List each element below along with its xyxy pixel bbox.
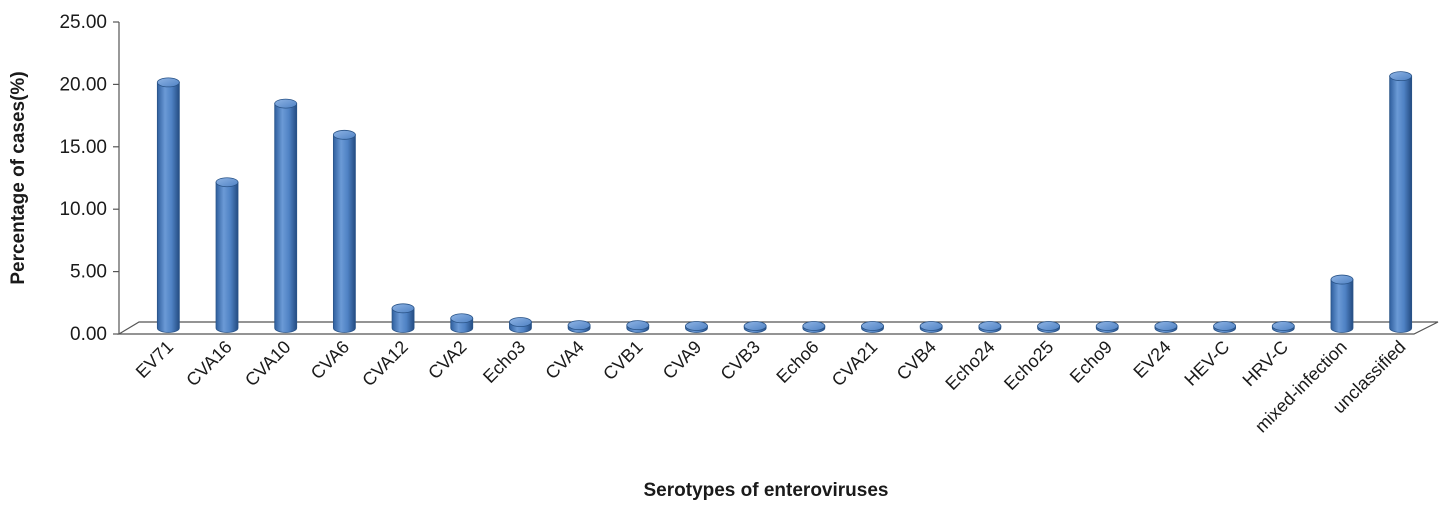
y-tick-label: 5.00 — [70, 262, 107, 283]
bar-top — [978, 321, 1002, 331]
bar-body — [274, 103, 298, 333]
x-tick-label: Echo25 — [1000, 337, 1057, 394]
bar — [391, 303, 415, 333]
bar-top — [1037, 321, 1060, 331]
x-tick-label: CVA9 — [659, 337, 705, 383]
bar — [1271, 321, 1295, 333]
bar — [685, 321, 708, 333]
x-tick-label: CVA16 — [182, 337, 236, 391]
bar-body — [332, 134, 356, 333]
x-tick-label: HRV-C — [1239, 337, 1293, 391]
bar-top — [1154, 321, 1178, 331]
bar — [743, 321, 767, 333]
bar — [978, 321, 1002, 333]
y-tick-label: 25.00 — [59, 12, 107, 33]
x-tick-label: CVA4 — [541, 337, 587, 383]
bar — [450, 313, 474, 333]
x-tick-label: Echo3 — [479, 337, 529, 387]
bar-top — [332, 129, 356, 140]
bar — [861, 321, 884, 333]
bar-body — [215, 181, 239, 333]
y-axis-title: Percentage of cases(%) — [8, 71, 29, 284]
bar — [156, 77, 180, 333]
bar — [1037, 321, 1060, 333]
bar — [1389, 71, 1413, 333]
bar — [332, 129, 356, 333]
x-tick-label: Echo9 — [1066, 337, 1116, 387]
bar-top — [274, 98, 298, 109]
chart-floor — [116, 321, 1439, 335]
x-tick-label: CVA2 — [424, 337, 470, 383]
bar — [509, 317, 532, 333]
bar — [1154, 321, 1178, 333]
bar — [1330, 274, 1354, 333]
bar-top — [509, 317, 532, 327]
bar — [215, 177, 239, 333]
x-tick-label: CVB3 — [717, 337, 764, 384]
bar-top — [450, 313, 474, 324]
bar — [1095, 321, 1119, 333]
bar — [274, 98, 298, 333]
bar-top — [215, 177, 239, 188]
bar — [1213, 321, 1237, 333]
x-tick-label: Echo6 — [772, 337, 822, 387]
bar-top — [685, 321, 708, 331]
bar-body — [1330, 279, 1354, 333]
x-tick-label: CVB1 — [599, 337, 646, 384]
bar-top — [1095, 321, 1119, 331]
bar — [802, 321, 826, 333]
x-tick-label: CVB4 — [893, 337, 940, 384]
bar-top — [743, 321, 767, 331]
x-tick-label: CVA21 — [828, 337, 882, 391]
bar-body — [1389, 75, 1413, 333]
bar-body — [391, 307, 415, 333]
bar-top — [156, 77, 180, 88]
y-tick-label: 0.00 — [70, 324, 107, 345]
x-tick-label: CVA12 — [358, 337, 412, 391]
y-tick-label: 20.00 — [59, 74, 107, 95]
x-axis-title: Serotypes of enteroviruses — [644, 480, 889, 501]
y-tick-label: 15.00 — [59, 137, 107, 158]
bar — [919, 321, 943, 333]
x-tick-label: HEV-C — [1180, 337, 1233, 390]
x-tick-label: Echo24 — [941, 337, 998, 394]
bar-body — [156, 82, 180, 333]
bar-top — [1271, 321, 1295, 331]
bar — [626, 320, 650, 333]
bar-top — [626, 320, 650, 331]
x-tick-label: CVA10 — [241, 337, 295, 391]
y-tick-label: 10.00 — [59, 199, 107, 220]
x-tick-label: CVA6 — [307, 337, 353, 383]
bar-top — [1213, 321, 1237, 331]
bar-top — [1330, 274, 1354, 285]
bar-top — [391, 303, 415, 314]
bar-top — [802, 321, 826, 331]
bar — [567, 320, 591, 333]
x-tick-label: EV71 — [132, 337, 177, 382]
bar-top — [919, 321, 943, 331]
x-tick-label: EV24 — [1129, 337, 1174, 382]
bar-top — [1389, 71, 1413, 82]
bar-top — [567, 320, 591, 331]
bar-top — [861, 321, 884, 331]
